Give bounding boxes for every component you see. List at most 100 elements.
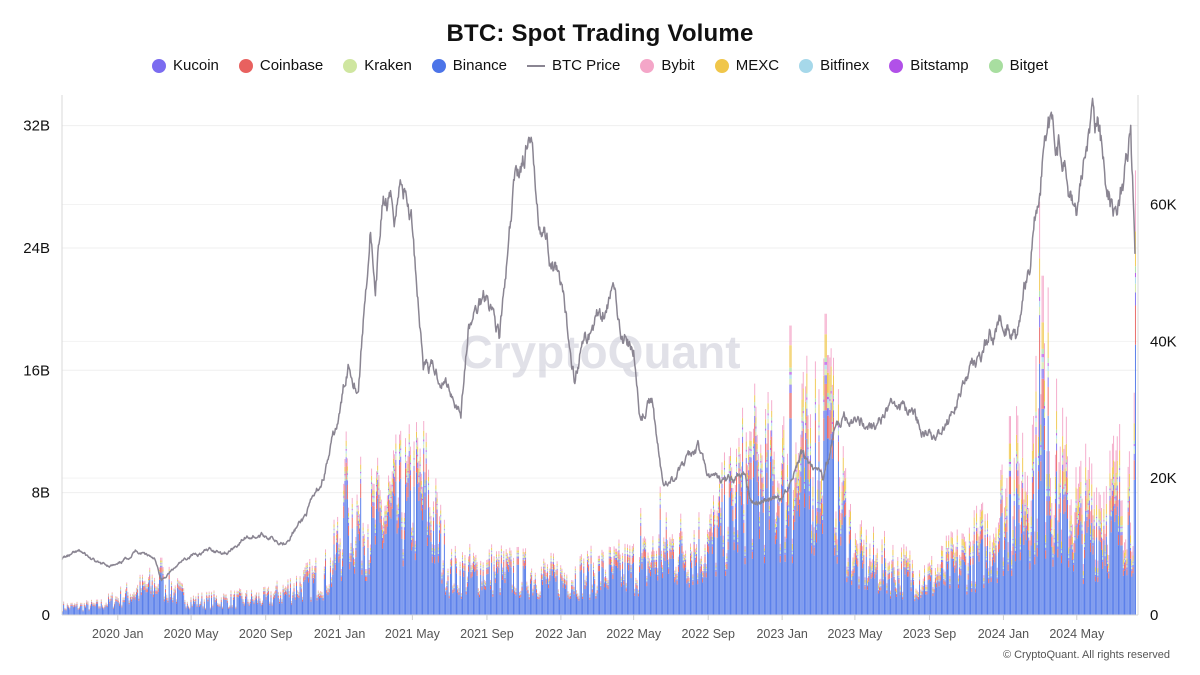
volume-bar-kraken: [430, 527, 432, 530]
volume-bar-bybit: [71, 602, 73, 604]
legend-swatch: [714, 58, 729, 73]
volume-bar-kraken: [369, 552, 371, 555]
volume-bar-binance: [503, 567, 505, 615]
volume-bar-kucoin: [417, 462, 419, 468]
volume-bar-coinbase: [129, 597, 131, 600]
volume-bar-bitfinex: [497, 564, 499, 566]
volume-bar-binance: [200, 605, 202, 615]
volume-bar-bitstamp: [723, 467, 725, 470]
volume-bar-bitstamp: [306, 567, 308, 569]
volume-bar-mexc: [172, 598, 174, 599]
volume-bar-mexc: [617, 554, 619, 557]
volume-bar-coinbase: [566, 581, 568, 586]
volume-bar-binance: [685, 567, 687, 615]
volume-bar-bitget: [162, 570, 164, 572]
volume-bar-binance: [716, 537, 718, 615]
volume-bar-binance: [663, 557, 665, 615]
volume-bar-bitfinex: [722, 544, 724, 546]
volume-bar-bitget: [563, 576, 565, 577]
volume-bar-bitget: [416, 437, 417, 441]
volume-bar-coinbase: [380, 519, 382, 530]
volume-bar-binance: [641, 569, 643, 615]
volume-bar-mexc: [443, 524, 445, 528]
volume-bar-bybit: [686, 572, 688, 575]
legend-item-kraken[interactable]: Kraken: [343, 57, 412, 74]
volume-bar-binance: [601, 566, 603, 615]
volume-bar-kucoin: [268, 590, 270, 592]
volume-bar-kucoin: [584, 584, 586, 586]
volume-bar-bybit: [191, 604, 193, 605]
volume-bar-binance: [265, 599, 267, 615]
volume-bar-binance: [314, 578, 316, 615]
volume-bar-coinbase: [76, 604, 78, 606]
legend-item-bybit[interactable]: Bybit: [640, 57, 695, 74]
volume-bar-bybit: [579, 556, 581, 560]
volume-bar-bitstamp: [371, 482, 373, 484]
volume-bar-bitstamp: [388, 488, 390, 491]
volume-bar-bitstamp: [449, 564, 451, 566]
legend-item-kucoin[interactable]: Kucoin: [152, 57, 219, 74]
volume-bar-bybit: [175, 599, 177, 601]
volume-bar-kraken: [687, 575, 689, 577]
volume-bar-bybit: [413, 441, 415, 451]
volume-bar-bitget: [660, 555, 662, 557]
volume-bar-binance: [88, 610, 90, 615]
volume-bar-kraken: [420, 490, 422, 494]
legend-item-binance[interactable]: Binance: [431, 57, 507, 74]
legend-item-mexc[interactable]: MEXC: [714, 57, 779, 74]
volume-bar-coinbase: [87, 603, 89, 605]
legend-item-bitstamp[interactable]: Bitstamp: [889, 57, 969, 74]
volume-bar-binance: [85, 607, 86, 615]
legend-item-bitfinex[interactable]: Bitfinex: [799, 57, 869, 74]
volume-bar-bitfinex: [143, 584, 145, 586]
volume-bar-binance: [620, 586, 622, 615]
volume-bar-mexc: [230, 591, 232, 593]
volume-bar-kraken: [666, 549, 668, 551]
volume-bar-bitstamp: [417, 454, 419, 457]
volume-bar-bitfinex: [526, 585, 528, 586]
volume-bar-bybit: [177, 578, 179, 581]
volume-bar-kraken: [139, 579, 141, 581]
volume-bar-bybit: [694, 548, 696, 552]
volume-bar-bitfinex: [671, 542, 673, 544]
volume-bar-bitget: [585, 578, 587, 580]
volume-bar-bybit: [376, 471, 377, 479]
legend-item-coinbase[interactable]: Coinbase: [238, 57, 323, 74]
volume-bar-mexc: [517, 550, 519, 553]
volume-bar-binance: [143, 590, 145, 615]
volume-bar-mexc: [158, 569, 160, 572]
volume-bar-kucoin: [471, 570, 473, 572]
volume-bar-kraken: [698, 524, 700, 527]
volume-bar-mexc: [355, 540, 357, 544]
volume-bar-binance: [259, 602, 261, 615]
volume-bar-binance: [165, 592, 166, 615]
volume-bar-kraken: [656, 558, 657, 560]
volume-bar-mexc: [396, 510, 398, 514]
volume-bar-kucoin: [469, 553, 471, 556]
volume-bar-kucoin: [539, 594, 541, 596]
volume-bar-kucoin: [285, 590, 286, 592]
volume-bar-mexc: [132, 595, 134, 596]
volume-bar-bybit: [76, 601, 78, 603]
volume-bar-binance: [574, 578, 576, 615]
volume-bar-coinbase: [110, 598, 112, 601]
volume-bar-bitfinex: [696, 551, 697, 553]
volume-bar-coinbase: [286, 592, 288, 595]
volume-bar-mexc: [502, 569, 504, 572]
volume-bar-binance: [425, 480, 427, 615]
volume-bar-coinbase: [329, 567, 331, 573]
volume-bar-kucoin: [172, 600, 174, 601]
volume-bar-kraken: [135, 591, 137, 592]
legend-item-bitget[interactable]: Bitget: [988, 57, 1048, 74]
legend-item-btc-price[interactable]: BTC Price: [527, 57, 620, 74]
volume-bar-coinbase: [645, 551, 647, 559]
volume-bar-coinbase: [628, 564, 630, 571]
volume-bar-binance: [82, 611, 84, 615]
volume-bar-bitfinex: [417, 456, 419, 460]
volume-bar-kucoin: [356, 511, 358, 516]
volume-bar-kraken: [576, 593, 577, 594]
volume-bar-bybit: [323, 566, 325, 569]
volume-bar-bybit: [91, 599, 93, 601]
volume-bar-binance: [346, 499, 348, 615]
volume-bar-kraken: [543, 565, 545, 567]
